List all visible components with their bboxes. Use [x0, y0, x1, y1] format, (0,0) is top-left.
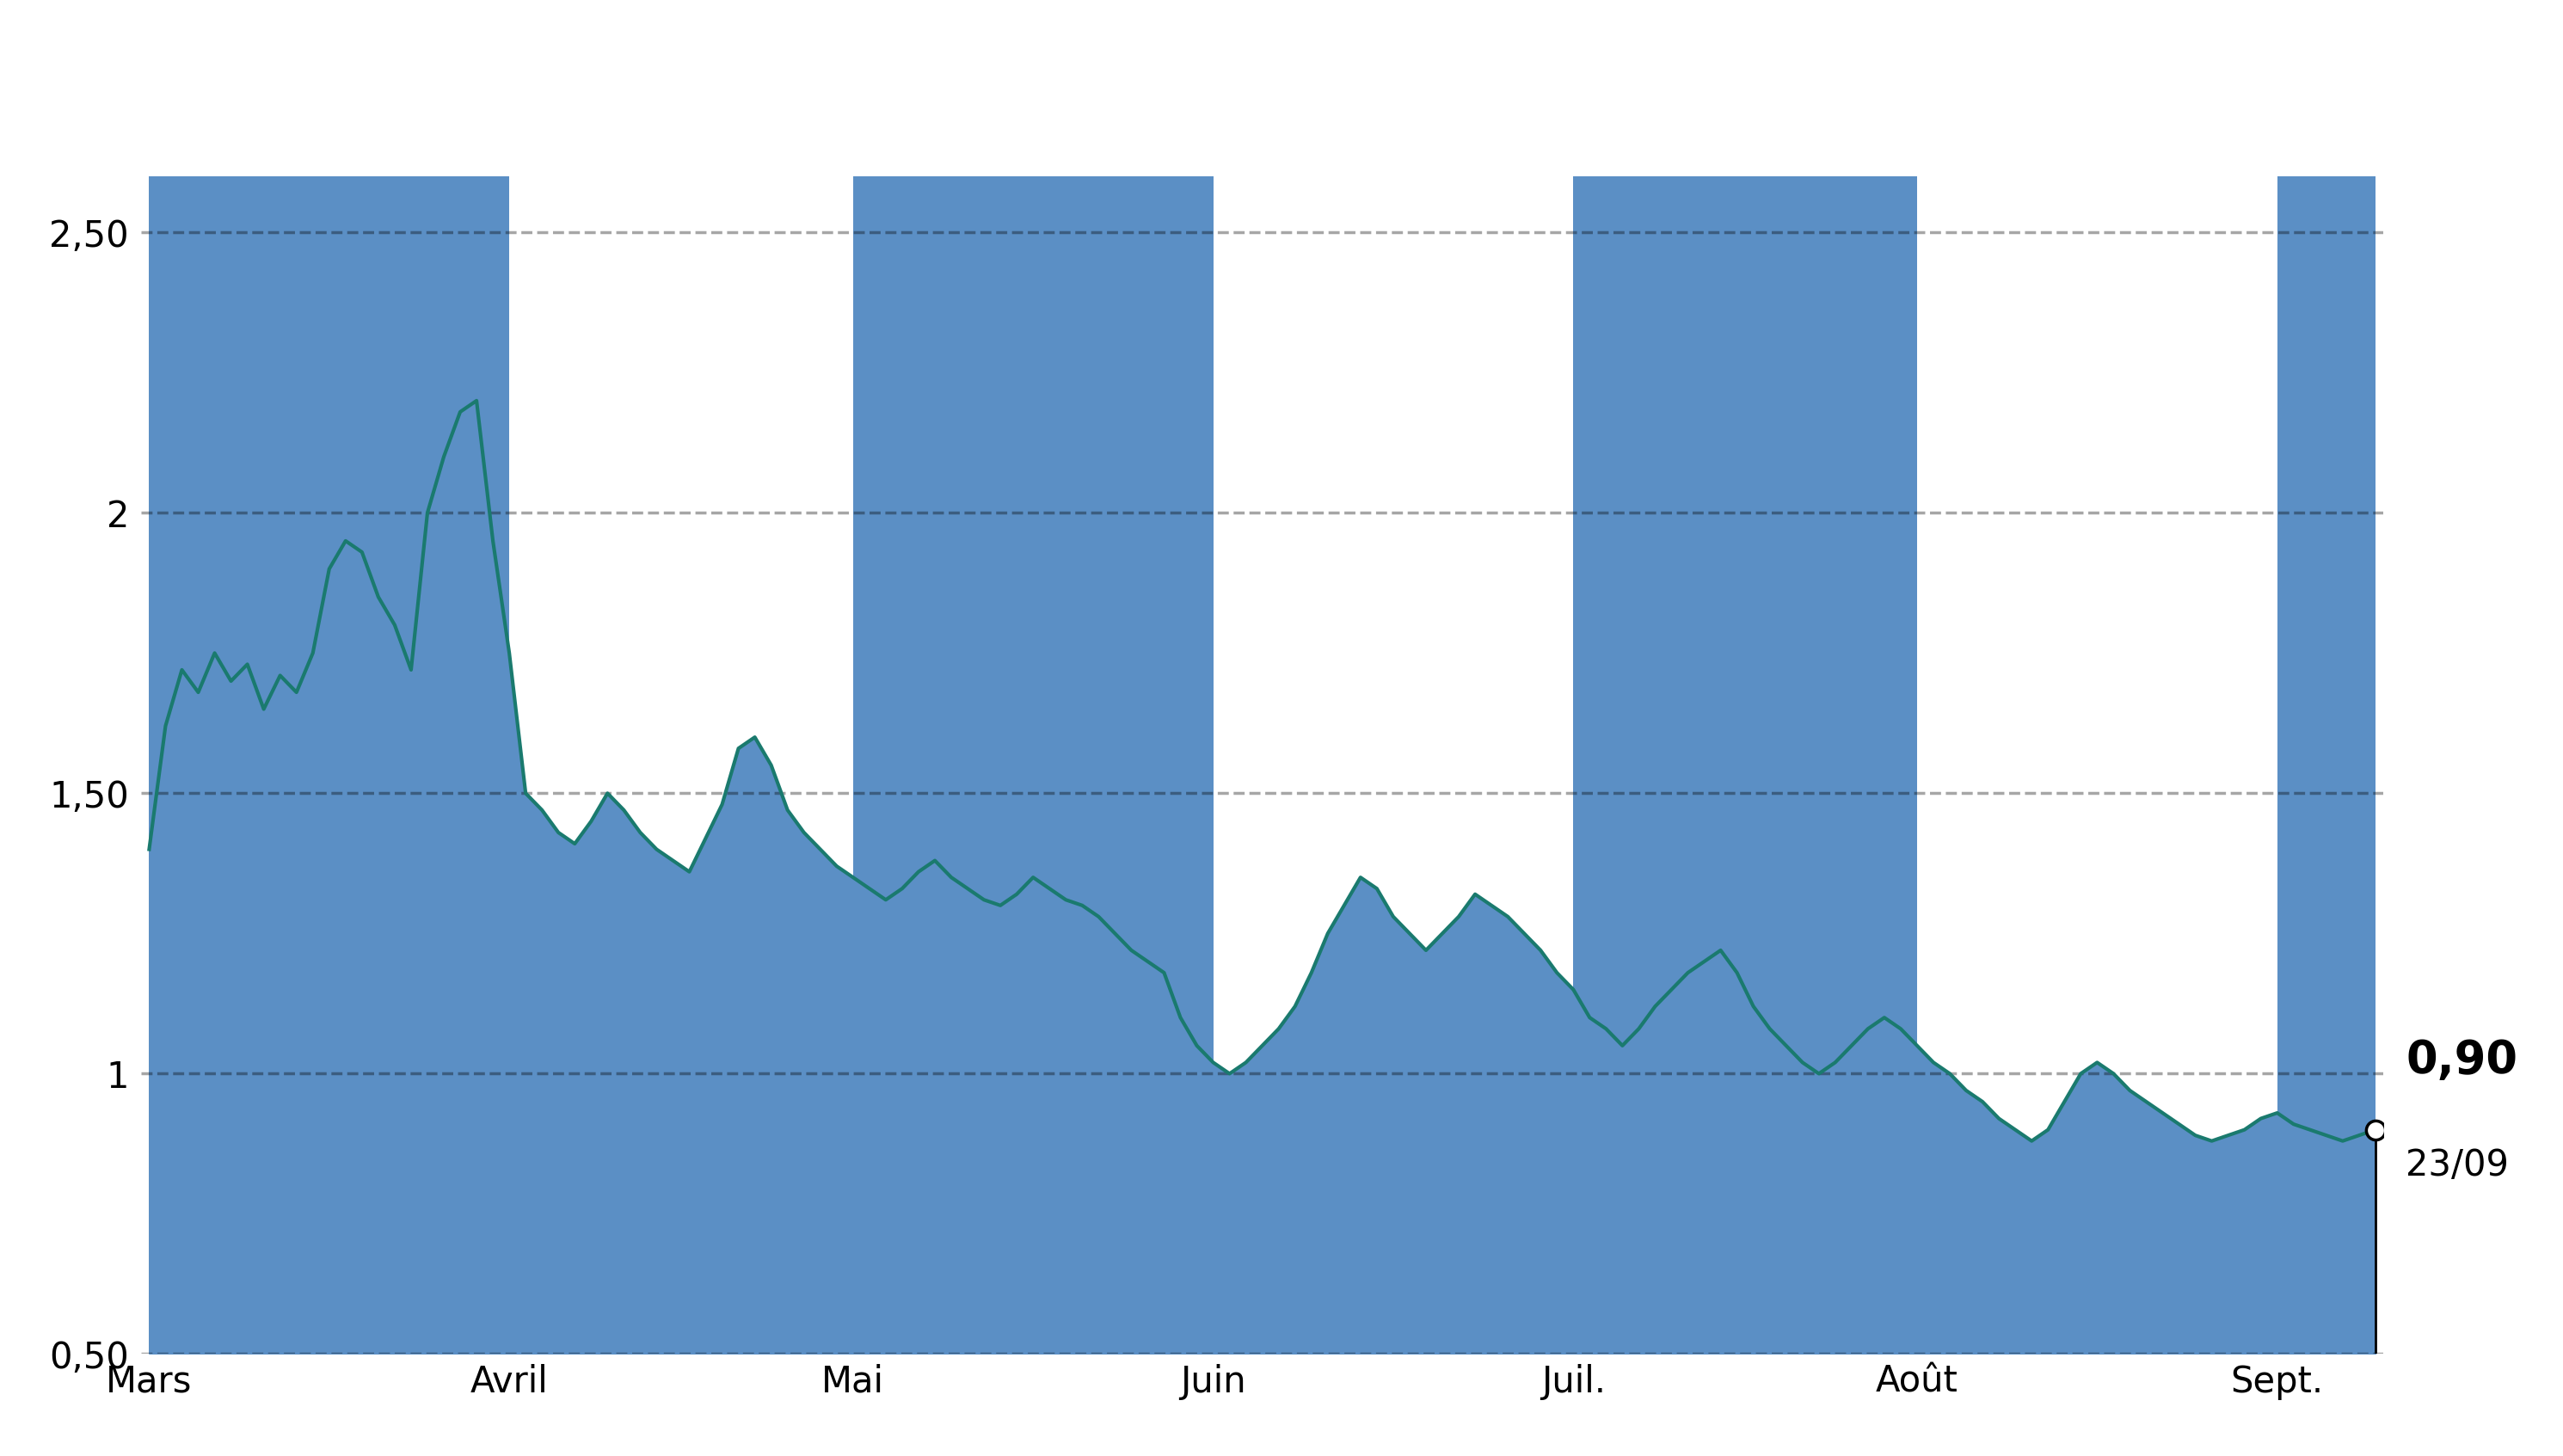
Bar [1574, 176, 1917, 1354]
Text: Engine Gaming and Media, Inc.: Engine Gaming and Media, Inc. [656, 68, 1868, 137]
Bar [149, 176, 510, 1354]
Text: 23/09: 23/09 [2407, 1147, 2509, 1184]
Bar [853, 176, 1212, 1354]
Text: 0,90: 0,90 [2407, 1038, 2517, 1083]
Bar [2276, 176, 2376, 1354]
